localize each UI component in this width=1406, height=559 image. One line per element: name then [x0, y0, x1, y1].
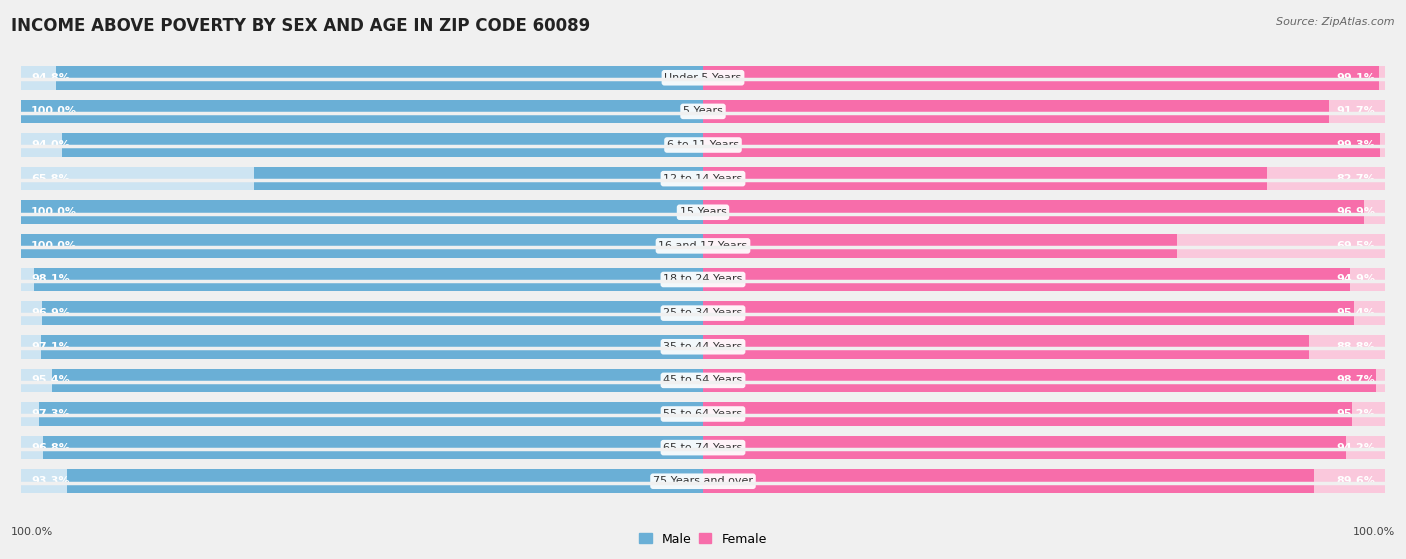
- Text: 82.7%: 82.7%: [1336, 174, 1375, 183]
- Text: 95.2%: 95.2%: [1336, 409, 1375, 419]
- Bar: [62, 133, 703, 157]
- Bar: [703, 268, 1350, 291]
- Text: 65 to 74 Years: 65 to 74 Years: [664, 443, 742, 453]
- Text: 99.3%: 99.3%: [1336, 140, 1375, 150]
- Text: 55 to 64 Years: 55 to 64 Years: [664, 409, 742, 419]
- Bar: [21, 301, 703, 325]
- Bar: [39, 402, 703, 426]
- Bar: [703, 66, 1385, 89]
- Text: 93.3%: 93.3%: [31, 476, 70, 486]
- Bar: [703, 201, 1364, 224]
- Text: 15 Years: 15 Years: [679, 207, 727, 217]
- Bar: [21, 167, 703, 191]
- Text: 100.0%: 100.0%: [1353, 527, 1395, 537]
- Bar: [703, 167, 1385, 191]
- Bar: [21, 436, 703, 459]
- Bar: [703, 301, 1354, 325]
- Text: Under 5 Years: Under 5 Years: [665, 73, 741, 83]
- Bar: [21, 368, 703, 392]
- Bar: [254, 167, 703, 191]
- Bar: [21, 133, 703, 157]
- Bar: [703, 368, 1376, 392]
- Bar: [21, 201, 703, 224]
- Text: 97.3%: 97.3%: [31, 409, 70, 419]
- Bar: [21, 100, 703, 123]
- Bar: [703, 402, 1353, 426]
- Text: 95.4%: 95.4%: [31, 376, 70, 385]
- Text: 100.0%: 100.0%: [31, 207, 77, 217]
- Text: 95.4%: 95.4%: [1336, 308, 1375, 318]
- Bar: [34, 268, 703, 291]
- Text: 100.0%: 100.0%: [31, 106, 77, 116]
- Text: 35 to 44 Years: 35 to 44 Years: [664, 342, 742, 352]
- Bar: [21, 268, 703, 291]
- Bar: [21, 470, 703, 493]
- Text: 94.8%: 94.8%: [31, 73, 70, 83]
- Bar: [703, 100, 1329, 123]
- Text: 6 to 11 Years: 6 to 11 Years: [666, 140, 740, 150]
- Bar: [42, 436, 703, 459]
- Bar: [703, 335, 1385, 358]
- Text: 96.9%: 96.9%: [31, 308, 70, 318]
- Text: 89.6%: 89.6%: [1336, 476, 1375, 486]
- Bar: [21, 234, 703, 258]
- Bar: [21, 66, 703, 89]
- Text: 65.8%: 65.8%: [31, 174, 70, 183]
- Bar: [703, 201, 1385, 224]
- Text: 16 and 17 Years: 16 and 17 Years: [658, 241, 748, 251]
- Text: 100.0%: 100.0%: [31, 241, 77, 251]
- Bar: [21, 402, 703, 426]
- Bar: [21, 335, 703, 358]
- Bar: [703, 301, 1385, 325]
- Text: 12 to 14 Years: 12 to 14 Years: [664, 174, 742, 183]
- Text: 94.0%: 94.0%: [31, 140, 70, 150]
- Text: INCOME ABOVE POVERTY BY SEX AND AGE IN ZIP CODE 60089: INCOME ABOVE POVERTY BY SEX AND AGE IN Z…: [11, 17, 591, 35]
- Text: 75 Years and over: 75 Years and over: [652, 476, 754, 486]
- Text: 99.1%: 99.1%: [1336, 73, 1375, 83]
- Text: 88.8%: 88.8%: [1336, 342, 1375, 352]
- Text: 45 to 54 Years: 45 to 54 Years: [664, 376, 742, 385]
- Bar: [703, 470, 1385, 493]
- Text: 18 to 24 Years: 18 to 24 Years: [664, 274, 742, 285]
- Text: 97.1%: 97.1%: [31, 342, 70, 352]
- Bar: [41, 335, 703, 358]
- Text: 25 to 34 Years: 25 to 34 Years: [664, 308, 742, 318]
- Bar: [703, 268, 1385, 291]
- Bar: [52, 368, 703, 392]
- Bar: [703, 234, 1385, 258]
- Bar: [703, 167, 1267, 191]
- Bar: [703, 133, 1381, 157]
- Bar: [703, 66, 1379, 89]
- Bar: [703, 335, 1309, 358]
- Bar: [703, 402, 1385, 426]
- Bar: [21, 234, 703, 258]
- Bar: [703, 133, 1385, 157]
- Text: Source: ZipAtlas.com: Source: ZipAtlas.com: [1277, 17, 1395, 27]
- Bar: [703, 100, 1385, 123]
- Text: 69.5%: 69.5%: [1336, 241, 1375, 251]
- Bar: [21, 100, 703, 123]
- Text: 98.1%: 98.1%: [31, 274, 70, 285]
- Bar: [703, 368, 1385, 392]
- Text: 91.7%: 91.7%: [1336, 106, 1375, 116]
- Text: 94.2%: 94.2%: [1336, 443, 1375, 453]
- Bar: [21, 201, 703, 224]
- Text: 96.9%: 96.9%: [1336, 207, 1375, 217]
- Text: 96.8%: 96.8%: [31, 443, 70, 453]
- Bar: [703, 470, 1315, 493]
- Bar: [42, 301, 703, 325]
- Text: 5 Years: 5 Years: [683, 106, 723, 116]
- Text: 94.9%: 94.9%: [1336, 274, 1375, 285]
- Text: 98.7%: 98.7%: [1336, 376, 1375, 385]
- Bar: [66, 470, 703, 493]
- Bar: [703, 234, 1177, 258]
- Bar: [703, 436, 1346, 459]
- Legend: Male, Female: Male, Female: [634, 528, 772, 551]
- Text: 100.0%: 100.0%: [11, 527, 53, 537]
- Bar: [56, 66, 703, 89]
- Bar: [703, 436, 1385, 459]
